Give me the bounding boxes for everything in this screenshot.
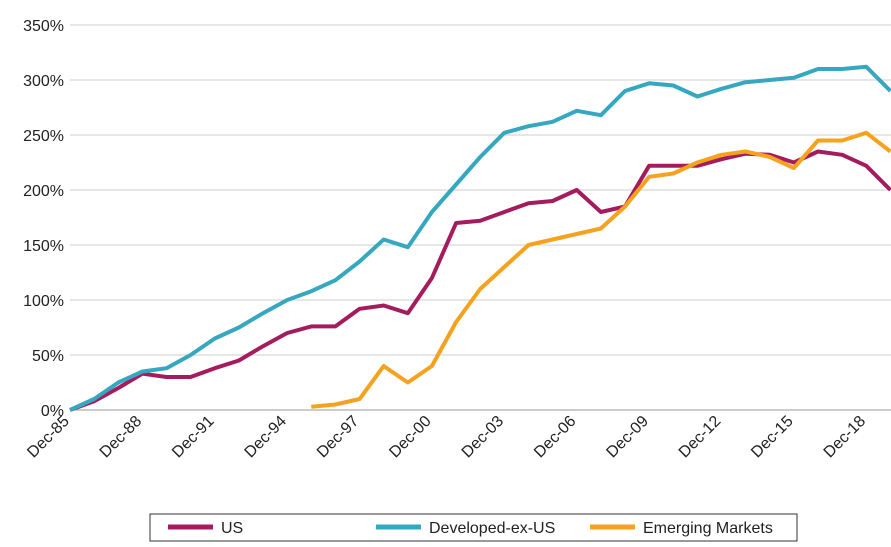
x-tick-label: Dec-06 [531,413,580,462]
legend-label: Emerging Markets [643,520,773,537]
legend-box [149,513,798,542]
x-tick-label: Dec-15 [748,413,797,462]
y-tick-label: 300% [23,73,64,90]
x-tick-label: Dec-97 [314,413,363,462]
x-tick-label: Dec-18 [821,413,870,462]
x-tick-label: Dec-85 [24,413,73,462]
y-tick-label: 100% [23,293,64,310]
x-tick-label: Dec-12 [676,413,725,462]
y-tick-label: 150% [23,238,64,255]
x-tick-label: Dec-03 [459,413,508,462]
x-tick-label: Dec-00 [386,413,435,462]
legend-label: US [221,520,243,537]
x-tick-label: Dec-88 [97,413,146,462]
legend-label: Developed-ex-US [429,520,555,537]
y-tick-label: 250% [23,128,64,145]
y-tick-label: 0% [41,403,64,420]
x-tick-label: Dec-94 [242,413,291,462]
x-tick-label: Dec-09 [603,413,652,462]
y-tick-label: 50% [32,348,64,365]
series-line [311,130,891,409]
y-tick-label: 200% [23,183,64,200]
x-tick-label: Dec-91 [169,413,218,462]
series-line [69,64,891,412]
y-tick-label: 350% [23,18,64,35]
